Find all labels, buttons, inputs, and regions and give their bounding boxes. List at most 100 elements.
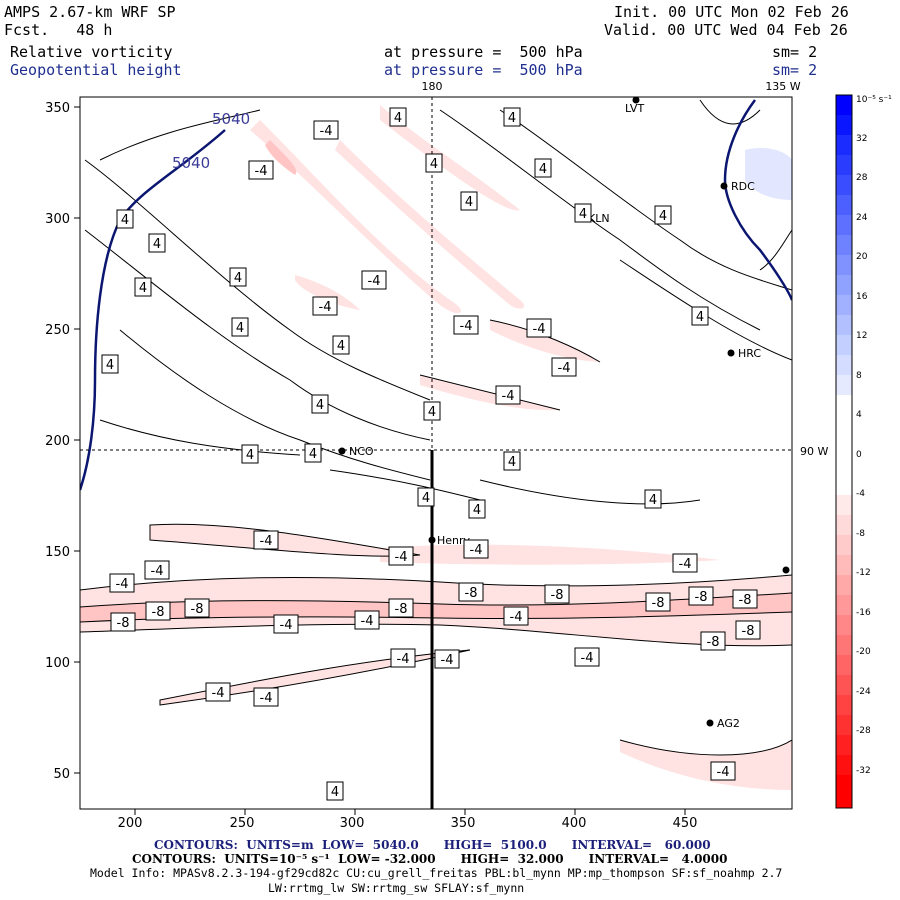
vorticity-contour-info: CONTOURS: UNITS=10⁻⁵ s⁻¹ LOW= -32.000 HI… bbox=[132, 852, 728, 866]
svg-text:4: 4 bbox=[539, 162, 547, 177]
svg-text:-20: -20 bbox=[856, 647, 871, 657]
svg-text:4: 4 bbox=[428, 405, 436, 420]
svg-text:4: 4 bbox=[234, 271, 242, 286]
colorbar: 10⁻⁵ s⁻¹ 32 28 24 20 16 12 8 4 0 -4 -8 -… bbox=[835, 94, 892, 809]
svg-text:-16: -16 bbox=[856, 608, 871, 618]
svg-text:-4: -4 bbox=[533, 322, 546, 337]
svg-text:24: 24 bbox=[856, 213, 868, 223]
plot-frame bbox=[79, 96, 793, 810]
svg-text:4: 4 bbox=[394, 111, 402, 126]
svg-text:-4: -4 bbox=[212, 686, 225, 701]
svg-text:0: 0 bbox=[856, 450, 862, 460]
svg-text:-4: -4 bbox=[397, 652, 410, 667]
model-title: AMPS 2.67-km WRF SP bbox=[4, 3, 176, 21]
svg-text:-8: -8 bbox=[191, 602, 204, 617]
svg-text:4: 4 bbox=[331, 785, 339, 800]
svg-text:4: 4 bbox=[106, 358, 114, 373]
vorticity-shading bbox=[80, 105, 792, 790]
svg-text:-8: -8 bbox=[551, 588, 564, 603]
svg-text:-4: -4 bbox=[470, 543, 483, 558]
station-hrc: HRC bbox=[738, 347, 761, 360]
svg-text:28: 28 bbox=[856, 173, 868, 183]
y-tick-300: 300 bbox=[45, 212, 70, 227]
y-axis-labels: 350 300 250 200 150 100 50 bbox=[45, 101, 70, 782]
svg-text:-4: -4 bbox=[679, 557, 692, 572]
init-time: Init. 00 UTC Mon 02 Feb 26 bbox=[614, 3, 849, 21]
svg-text:-4: -4 bbox=[395, 550, 408, 565]
svg-text:4: 4 bbox=[649, 493, 657, 508]
svg-text:-8: -8 bbox=[742, 624, 755, 639]
svg-text:-8: -8 bbox=[695, 590, 708, 605]
svg-text:4: 4 bbox=[153, 237, 161, 252]
svg-text:-8: -8 bbox=[856, 529, 865, 539]
svg-text:-8: -8 bbox=[652, 596, 665, 611]
vorticity-contour-labels: 4 4 4 4 4 4 4 4 4 4 4 4 4 4 4 4 4 4 4 4 … bbox=[101, 107, 761, 801]
station-lvt: LVT bbox=[625, 102, 644, 115]
svg-text:4: 4 bbox=[659, 209, 667, 224]
svg-text:4: 4 bbox=[508, 111, 516, 126]
svg-text:4: 4 bbox=[696, 310, 704, 325]
model-info: Model Info: MPASv8.2.3-194-gf29cd82c CU:… bbox=[90, 866, 783, 880]
svg-text:-4: -4 bbox=[717, 765, 730, 780]
svg-text:-4: -4 bbox=[280, 618, 293, 633]
svg-text:-4: -4 bbox=[260, 691, 273, 706]
svg-text:4: 4 bbox=[316, 398, 324, 413]
svg-text:4: 4 bbox=[430, 157, 438, 172]
model-info-physics: LW:rrtmg_lw SW:rrtmg_sw SFLAY:sf_mynn bbox=[268, 881, 525, 895]
svg-text:-32: -32 bbox=[856, 766, 871, 776]
field-geopotential: Geopotential height bbox=[10, 61, 182, 79]
pressure-level-1: at pressure = 500 hPa bbox=[384, 43, 583, 61]
x-tick-300: 300 bbox=[340, 816, 365, 831]
valid-time: Valid. 00 UTC Wed 04 Feb 26 bbox=[604, 21, 848, 39]
svg-text:4: 4 bbox=[465, 195, 473, 210]
svg-text:4: 4 bbox=[139, 281, 147, 296]
svg-text:-4: -4 bbox=[320, 124, 333, 139]
height-label-5040-a: 5040 bbox=[212, 110, 250, 128]
svg-text:20: 20 bbox=[856, 252, 868, 262]
x-tick-350: 350 bbox=[451, 816, 476, 831]
station-rdc: RDC bbox=[731, 180, 755, 193]
svg-text:32: 32 bbox=[856, 134, 867, 144]
svg-text:-4: -4 bbox=[856, 489, 865, 499]
x-tick-200: 200 bbox=[118, 816, 143, 831]
y-axis-ticks bbox=[74, 106, 80, 774]
smoothing-2: sm= 2 bbox=[772, 61, 818, 79]
x-axis-ticks bbox=[134, 809, 686, 815]
svg-text:-4: -4 bbox=[558, 361, 571, 376]
svg-text:-8: -8 bbox=[739, 593, 752, 608]
colorbar-unit: 10⁻⁵ s⁻¹ bbox=[856, 95, 892, 105]
svg-text:-4: -4 bbox=[460, 319, 473, 334]
plot-background bbox=[80, 97, 792, 809]
svg-text:-4: -4 bbox=[441, 653, 454, 668]
height-contour-info: CONTOURS: UNITS=m LOW= 5040.0 HIGH= 5100… bbox=[154, 838, 711, 852]
svg-text:-4: -4 bbox=[510, 610, 523, 625]
svg-text:-8: -8 bbox=[117, 616, 130, 631]
x-tick-400: 400 bbox=[562, 816, 587, 831]
pressure-level-2: at pressure = 500 hPa bbox=[384, 61, 583, 79]
svg-text:4: 4 bbox=[579, 207, 587, 222]
svg-text:-8: -8 bbox=[465, 586, 478, 601]
height-label-5040-b: 5040 bbox=[172, 154, 210, 172]
x-tick-450: 450 bbox=[673, 816, 698, 831]
svg-text:-4: -4 bbox=[151, 564, 164, 579]
x-tick-250: 250 bbox=[230, 816, 255, 831]
y-tick-350: 350 bbox=[45, 101, 70, 116]
svg-text:4: 4 bbox=[337, 339, 345, 354]
field-vorticity: Relative vorticity bbox=[10, 43, 173, 61]
smoothing-1: sm= 2 bbox=[772, 43, 818, 61]
svg-text:-12: -12 bbox=[856, 568, 871, 578]
svg-text:-8: -8 bbox=[152, 605, 165, 620]
svg-text:4: 4 bbox=[121, 213, 129, 228]
svg-text:4: 4 bbox=[422, 491, 430, 506]
lon-label-180: 180 bbox=[422, 80, 443, 93]
station-kln: KLN bbox=[588, 212, 610, 225]
svg-text:-28: -28 bbox=[856, 726, 871, 736]
forecast-hour: Fcst. 48 h bbox=[4, 21, 113, 39]
svg-text:-8: -8 bbox=[707, 635, 720, 650]
svg-text:4: 4 bbox=[309, 447, 317, 462]
station-ag2: AG2 bbox=[717, 717, 740, 730]
y-tick-100: 100 bbox=[45, 656, 70, 671]
y-tick-250: 250 bbox=[45, 323, 70, 338]
y-tick-200: 200 bbox=[45, 434, 70, 449]
